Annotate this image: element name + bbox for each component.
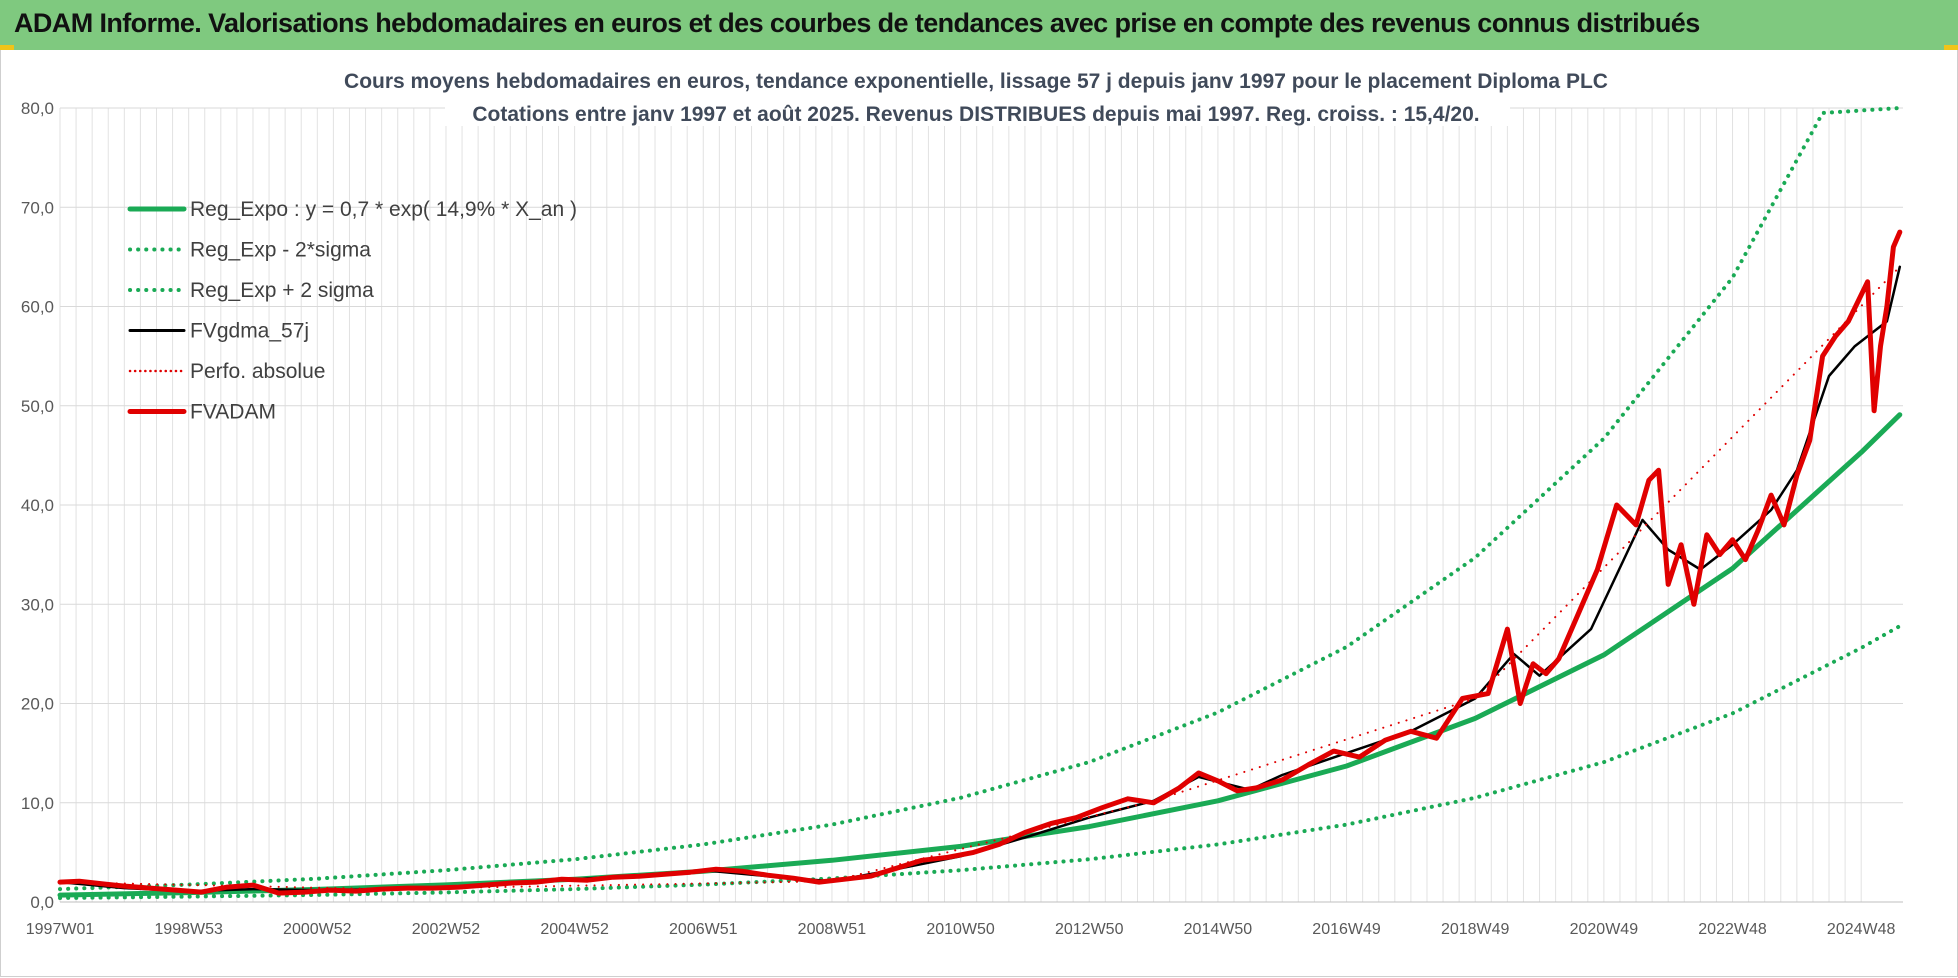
series-line-2 (58, 106, 1902, 892)
y-tick-label: 10,0 (21, 794, 54, 813)
series-line-1 (58, 624, 1902, 900)
legend-label: Perfo. absolue (190, 360, 325, 383)
series-line-5 (57, 229, 1903, 896)
series-line-0 (57, 412, 1903, 898)
x-tick-label: 2006W51 (669, 921, 738, 938)
x-tick-label: 2024W48 (1827, 921, 1896, 938)
x-tick-label: 2002W52 (412, 921, 481, 938)
grid (59, 107, 1903, 903)
legend-label: FVgdma_57j (190, 320, 309, 343)
x-tick-label: 2018W49 (1441, 921, 1510, 938)
legend: Reg_Expo : y = 0,7 * exp( 14,9% * X_an )… (127, 198, 577, 424)
chart-subtitle: Cotations entre janv 1997 et août 2025. … (472, 103, 1479, 126)
legend-label: Reg_Expo : y = 0,7 * exp( 14,9% * X_an ) (190, 198, 577, 221)
subtitle-background (445, 96, 1510, 126)
y-tick-label: 0,0 (30, 893, 54, 912)
axis-labels: 0,0 10,0 20,0 30,0 40,0 50,0 60,0 70,0 80,0 1997W… (21, 99, 1896, 938)
y-tick-label: 50,0 (21, 397, 54, 416)
line-chart: Cours moyens hebdomadaires en euros, ten… (21, 62, 1903, 938)
y-tick-label: 70,0 (21, 198, 54, 217)
title-background (312, 62, 1632, 96)
y-tick-label: 80,0 (21, 99, 54, 118)
page-title: ADAM Informe. Valorisations hebdomadaire… (14, 8, 1700, 38)
y-tick-label: 20,0 (21, 695, 54, 714)
x-tick-label: 2022W48 (1698, 921, 1767, 938)
x-tick-label: 2000W52 (283, 921, 352, 938)
x-tick-label: 2020W49 (1570, 921, 1639, 938)
series-layer (57, 106, 1903, 900)
x-tick-label: 1998W53 (154, 921, 223, 938)
chart-title: Cours moyens hebdomadaires en euros, ten… (344, 70, 1608, 93)
x-tick-label: 2008W51 (798, 921, 867, 938)
legend-label: Reg_Exp + 2 sigma (190, 279, 374, 302)
x-tick-label: 2016W49 (1312, 921, 1381, 938)
header-bar: ADAM Informe. Valorisations hebdomadaire… (0, 0, 1958, 50)
series-line-3 (58, 265, 1902, 893)
x-tick-label: 2010W50 (926, 921, 995, 938)
x-tick-label: 2004W52 (540, 921, 609, 938)
legend-label: FVADAM (190, 401, 276, 424)
y-tick-label: 40,0 (21, 496, 54, 515)
x-tick-label: 2014W50 (1184, 921, 1253, 938)
x-tick-label: 1997W01 (26, 921, 95, 938)
series-line-4 (59, 265, 1901, 891)
y-tick-label: 30,0 (21, 595, 54, 614)
x-tick-label: 2012W50 (1055, 921, 1124, 938)
y-tick-label: 60,0 (21, 298, 54, 317)
corner-marker-right (1944, 45, 1958, 50)
corner-marker-left (0, 45, 14, 50)
legend-label: Reg_Exp - 2*sigma (190, 239, 371, 262)
